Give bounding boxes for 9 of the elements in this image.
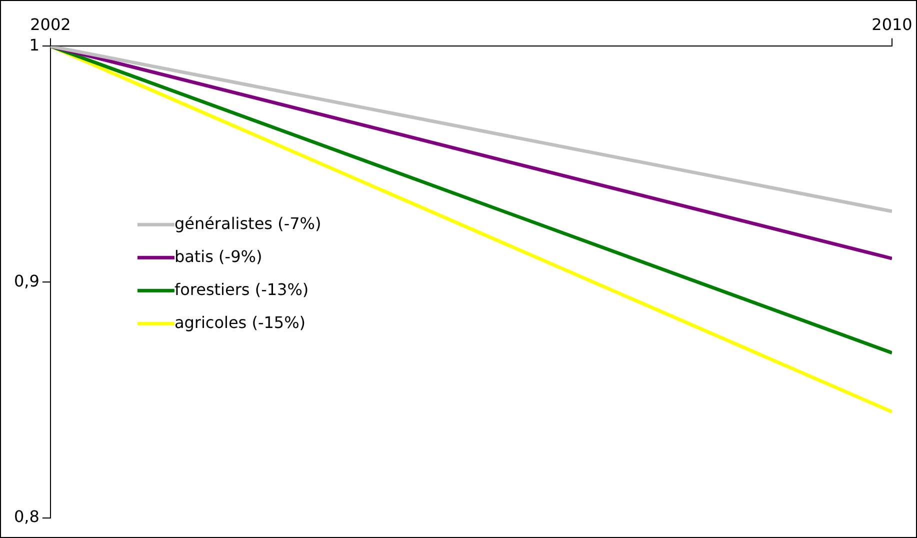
legend-label: agricoles (-15%)	[174, 312, 306, 332]
x-tick-label: 2002	[30, 14, 71, 34]
y-tick-label: 1	[29, 35, 40, 54]
legend-label: forestiers (-13%)	[174, 280, 309, 299]
x-tick-label: 2010	[872, 14, 912, 34]
legend-label: batis (-9%)	[174, 246, 262, 266]
y-tick-label: 0,8	[14, 507, 40, 526]
y-tick-label: 0,9	[14, 271, 40, 290]
legend-label: généralistes (-7%)	[174, 214, 322, 233]
